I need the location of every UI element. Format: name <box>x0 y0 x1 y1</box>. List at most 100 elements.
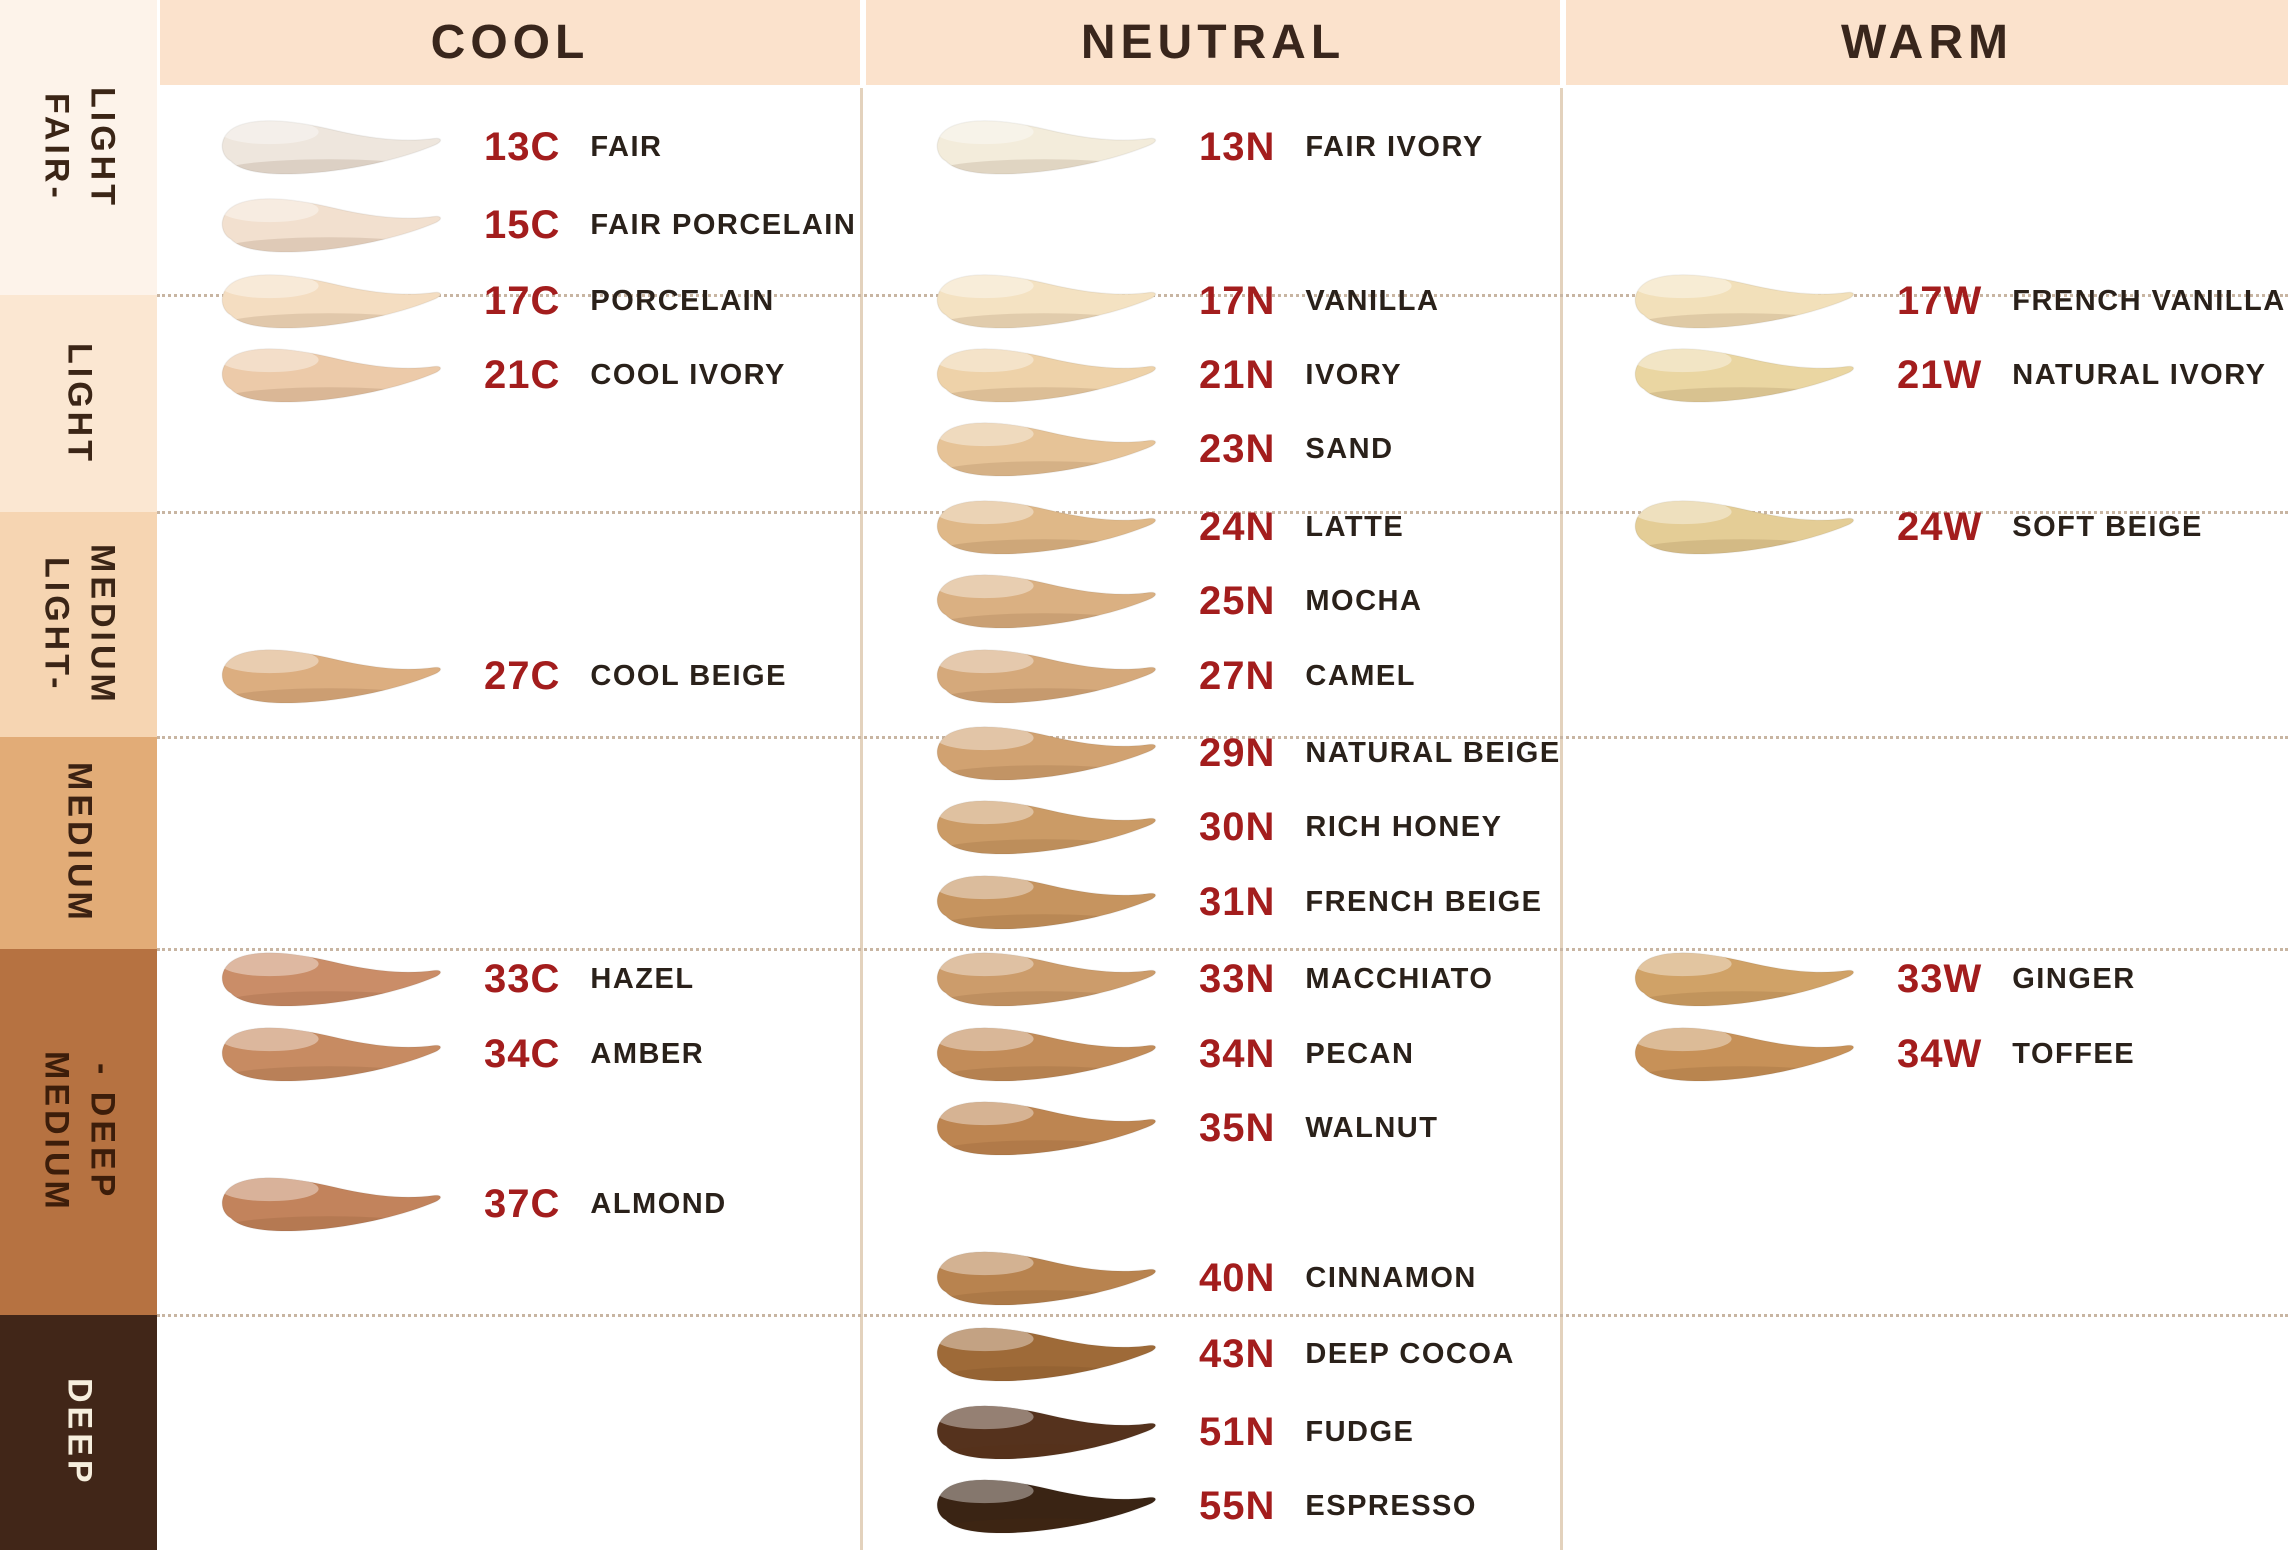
swatch-smear-icon <box>221 348 442 403</box>
shade-code: 33W <box>1897 956 1983 1001</box>
shade-code: 33C <box>484 956 561 1001</box>
depth-divider <box>157 948 2288 951</box>
swatch-smear-icon <box>1634 1027 1855 1082</box>
depth-band-label: DEEP <box>60 1378 99 1487</box>
shade-code: 21W <box>1897 352 1983 397</box>
shade-name: IVORY <box>1305 358 1403 391</box>
shade-code: 51N <box>1199 1409 1276 1454</box>
column-divider <box>1560 88 1563 1550</box>
shade-row: 23N SAND <box>919 409 1394 489</box>
shade-code: 17W <box>1897 278 1983 323</box>
shade-code: 27N <box>1199 653 1276 698</box>
swatch-smear-icon <box>221 952 442 1007</box>
shade-code: 13C <box>484 124 561 169</box>
shade-name: NATURAL BEIGE <box>1305 736 1561 769</box>
column-header-neutral: NEUTRAL <box>866 0 1560 85</box>
shade-name: DEEP COCOA <box>1305 1337 1515 1370</box>
shade-name: ALMOND <box>590 1187 727 1220</box>
swatch-smear-icon <box>1634 348 1855 403</box>
swatch-smear-icon <box>221 1177 442 1232</box>
shade-name: PECAN <box>1305 1037 1415 1070</box>
column-header-cool: COOL <box>160 0 860 85</box>
shade-row: 21N IVORY <box>919 335 1402 415</box>
depth-band-label: MEDIUM <box>60 762 99 924</box>
shade-name: AMBER <box>590 1037 705 1070</box>
swatch-smear-icon <box>221 274 442 329</box>
shade-row: 29N NATURAL BEIGE <box>919 713 1561 793</box>
shade-name: PORCELAIN <box>590 284 775 317</box>
depth-divider <box>157 1314 2288 1317</box>
shade-code: 27C <box>484 653 561 698</box>
shade-row: 13C FAIR <box>204 107 662 187</box>
shade-row: 51N FUDGE <box>919 1392 1414 1472</box>
swatch-smear-icon <box>936 800 1157 855</box>
shade-name: FAIR <box>590 130 663 163</box>
shade-row: 24W SOFT BEIGE <box>1617 487 2203 567</box>
shade-row: 24N LATTE <box>919 487 1404 567</box>
shade-code: 15C <box>484 202 561 247</box>
shade-name: FUDGE <box>1305 1415 1415 1448</box>
shade-name: COOL IVORY <box>590 358 786 391</box>
depth-band-deep: DEEP <box>0 1315 157 1550</box>
shade-code: 17N <box>1199 278 1276 323</box>
swatch-smear-icon <box>936 1405 1157 1460</box>
swatch-smear-icon <box>936 1101 1157 1156</box>
swatch-smear-icon <box>936 422 1157 477</box>
shade-row: 31N FRENCH BEIGE <box>919 862 1543 942</box>
shade-row: 30N RICH HONEY <box>919 787 1502 867</box>
depth-band-label: FAIR- LIGHT <box>37 86 122 209</box>
depth-band-label: LIGHT- MEDIUM <box>37 543 122 706</box>
shade-code: 13N <box>1199 124 1276 169</box>
shade-code: 35N <box>1199 1105 1276 1150</box>
shade-row: 13N FAIR IVORY <box>919 107 1484 187</box>
swatch-smear-icon <box>1634 274 1855 329</box>
shade-row: 33C HAZEL <box>204 939 695 1019</box>
swatch-smear-icon <box>936 1251 1157 1306</box>
shade-code: 37C <box>484 1181 561 1226</box>
shade-row: 21W NATURAL IVORY <box>1617 335 2266 415</box>
shade-row: 35N WALNUT <box>919 1088 1438 1168</box>
depth-band-light: LIGHT <box>0 295 157 512</box>
column-divider <box>860 88 863 1550</box>
shade-code: 55N <box>1199 1483 1276 1528</box>
shade-code: 21N <box>1199 352 1276 397</box>
shade-name: SOFT BEIGE <box>2012 510 2203 543</box>
depth-band-light-medium: LIGHT- MEDIUM <box>0 512 157 737</box>
column-header-warm: WARM <box>1566 0 2288 85</box>
shade-name: SAND <box>1305 432 1394 465</box>
shade-code: 30N <box>1199 804 1276 849</box>
shade-row: 33W GINGER <box>1617 939 2136 1019</box>
shade-code: 24N <box>1199 504 1276 549</box>
depth-divider <box>157 511 2288 514</box>
swatch-smear-icon <box>221 198 442 253</box>
swatch-smear-icon <box>936 1479 1157 1534</box>
shade-row: 21C COOL IVORY <box>204 335 786 415</box>
depth-divider <box>157 736 2288 739</box>
shade-code: 21C <box>484 352 561 397</box>
shade-code: 43N <box>1199 1331 1276 1376</box>
shade-code: 34C <box>484 1031 561 1076</box>
shade-row: 25N MOCHA <box>919 561 1422 641</box>
swatch-smear-icon <box>936 952 1157 1007</box>
shade-code: 34N <box>1199 1031 1276 1076</box>
shade-name: NATURAL IVORY <box>2012 358 2267 391</box>
shade-code: 17C <box>484 278 561 323</box>
shade-name: FAIR IVORY <box>1305 130 1484 163</box>
shade-name: TOFFEE <box>2012 1037 2136 1070</box>
swatch-smear-icon <box>936 120 1157 175</box>
shade-name: COOL BEIGE <box>590 659 787 692</box>
shade-name: VANILLA <box>1305 284 1440 317</box>
swatch-smear-icon <box>936 574 1157 629</box>
swatch-smear-icon <box>936 348 1157 403</box>
swatch-smear-icon <box>936 1327 1157 1382</box>
shade-row: 34C AMBER <box>204 1014 704 1094</box>
shade-code: 40N <box>1199 1255 1276 1300</box>
shade-row: 27N CAMEL <box>919 636 1416 716</box>
shade-row: 40N CINNAMON <box>919 1238 1477 1318</box>
swatch-smear-icon <box>221 649 442 704</box>
swatch-smear-icon <box>936 274 1157 329</box>
shade-row: 17C PORCELAIN <box>204 261 775 341</box>
shade-name: ESPRESSO <box>1305 1489 1477 1522</box>
shade-code: 29N <box>1199 730 1276 775</box>
